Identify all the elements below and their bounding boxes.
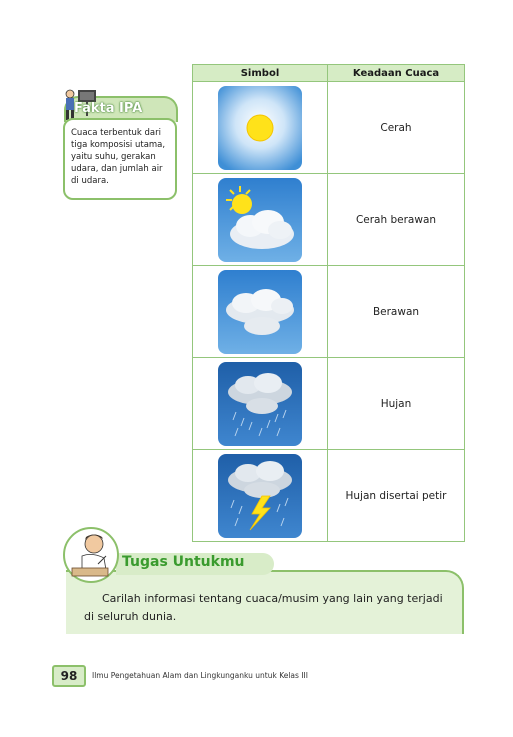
- tugas-text: Carilah informasi tentang cuaca/musim ya…: [84, 592, 443, 623]
- weather-label-hujan: Hujan: [327, 357, 465, 450]
- weather-label-hujan-disertai-petir: Hujan disertai petir: [327, 449, 465, 542]
- thunderstorm-icon: [218, 453, 302, 538]
- table-header-row: Simbol Keadaan Cuaca: [192, 64, 465, 82]
- table-row: Cerah: [192, 81, 465, 174]
- scientist-figure-icon: [65, 89, 96, 120]
- column-header-keadaan-cuaca: Keadaan Cuaca: [327, 64, 465, 82]
- rain-icon: [218, 361, 302, 446]
- tugas-box: [66, 570, 464, 634]
- weather-label-cerah-berawan: Cerah berawan: [327, 173, 465, 266]
- sun-cloud-icon: [218, 177, 302, 262]
- fakta-ipa-text: Cuaca terbentuk dari tiga komposisi utam…: [63, 118, 177, 200]
- weather-symbol-table: Simbol Keadaan Cuaca Cera: [192, 64, 465, 542]
- tugas-title: Tugas Untukmu: [122, 554, 245, 570]
- book-title-footer: Ilmu Pengetahuan Alam dan Lingkunganku u…: [92, 671, 308, 680]
- table-row: Hujan disertai petir: [192, 449, 465, 542]
- sun-icon: [218, 85, 302, 170]
- table-row: Berawan: [192, 265, 465, 358]
- weather-label-berawan: Berawan: [327, 265, 465, 358]
- table-row: Hujan: [192, 357, 465, 450]
- page-number: 98: [52, 665, 86, 687]
- column-header-simbol: Simbol: [192, 64, 328, 82]
- tugas-header-bar: [116, 553, 274, 575]
- student-writing-icon: [63, 527, 119, 583]
- table-row: Cerah berawan: [192, 173, 465, 266]
- weather-label-cerah: Cerah: [327, 81, 465, 174]
- cloud-icon: [218, 269, 302, 354]
- fakta-ipa-title: Fakta IPA: [74, 101, 143, 116]
